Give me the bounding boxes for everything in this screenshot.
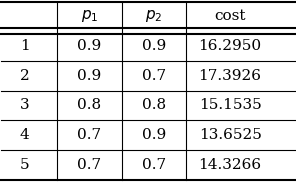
Text: 0.7: 0.7 [142,69,166,83]
Text: 0.9: 0.9 [142,39,166,53]
Text: 0.7: 0.7 [77,128,102,142]
Text: 0.8: 0.8 [142,98,166,113]
Text: 3: 3 [20,98,30,113]
Text: $p_1$: $p_1$ [81,8,98,24]
Text: cost: cost [214,9,246,23]
Text: 0.7: 0.7 [77,158,102,172]
Text: 16.2950: 16.2950 [199,39,262,53]
Text: 0.9: 0.9 [77,39,102,53]
Text: 13.6525: 13.6525 [199,128,262,142]
Text: 17.3926: 17.3926 [199,69,262,83]
Text: 0.9: 0.9 [142,128,166,142]
Text: 0.8: 0.8 [77,98,102,113]
Text: 0.7: 0.7 [142,158,166,172]
Text: 5: 5 [20,158,30,172]
Text: $p_2$: $p_2$ [145,8,163,24]
Text: 2: 2 [20,69,30,83]
Text: 14.3266: 14.3266 [199,158,262,172]
Text: 4: 4 [20,128,30,142]
Text: 15.1535: 15.1535 [199,98,261,113]
Text: 1: 1 [20,39,30,53]
Text: 0.9: 0.9 [77,69,102,83]
